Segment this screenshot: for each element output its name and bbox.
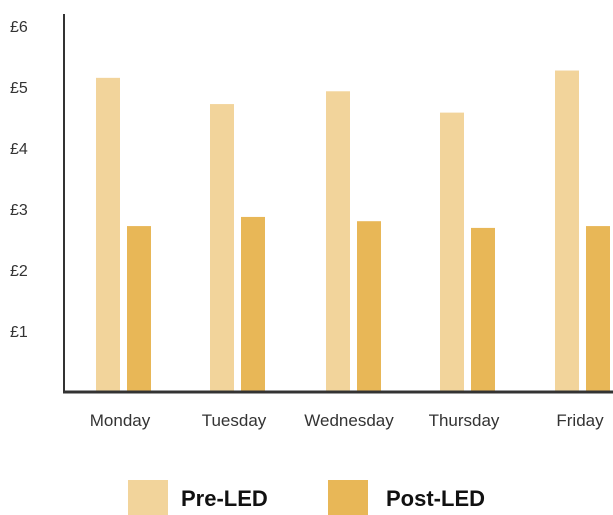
y-tick-label: £6 [10,19,28,36]
y-tick-label: £3 [10,202,28,219]
bar-post-led-wednesday [357,221,381,392]
legend-swatch-post-led [328,480,368,515]
x-category-label: Monday [90,411,151,430]
bar-pre-led-wednesday [326,91,350,393]
y-axis-ticks: £1 £2 £3 £4 £5 £6 [10,19,28,341]
bar-pre-led-tuesday [210,104,234,392]
y-tick-label: £5 [10,80,28,97]
bar-post-led-monday [127,226,151,392]
bar-pre-led-friday [555,70,579,392]
legend-label-post-led: Post-LED [386,486,485,511]
bar-post-led-tuesday [241,216,265,392]
y-tick-label: £2 [10,263,28,280]
x-axis-labels: Monday Tuesday Wednesday Thursday Friday [90,411,604,430]
bar-pre-led-monday [96,77,120,392]
legend-swatch-pre-led [128,480,168,515]
x-category-label: Thursday [429,411,500,430]
bar-post-led-friday [586,226,610,392]
bar-post-led-thursday [471,227,495,392]
x-category-label: Tuesday [202,411,267,430]
bar-pre-led-thursday [440,112,464,393]
legend-label-pre-led: Pre-LED [181,486,268,511]
bars-group [96,70,610,393]
y-tick-label: £4 [10,141,28,158]
y-tick-label: £1 [10,324,28,341]
x-category-label: Wednesday [304,411,394,430]
legend: Pre-LED Post-LED [128,480,485,515]
x-category-label: Friday [556,411,604,430]
